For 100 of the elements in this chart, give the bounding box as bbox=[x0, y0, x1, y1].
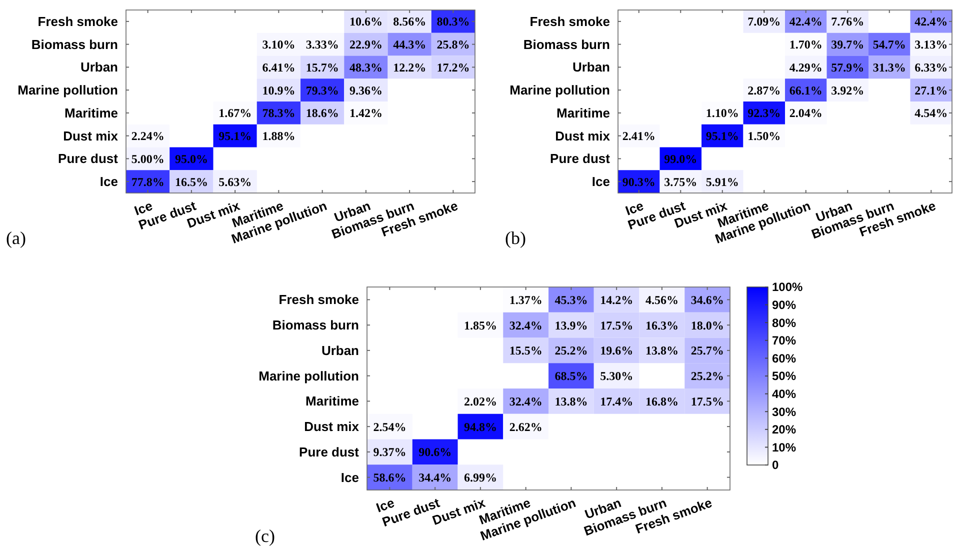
data-label: 32.4% bbox=[509, 394, 542, 408]
y-tick-label: Ice bbox=[100, 174, 118, 190]
data-label: 90.6% bbox=[418, 445, 452, 460]
y-tick-label: Fresh smoke bbox=[278, 292, 359, 308]
data-label: 17.2% bbox=[436, 60, 470, 74]
data-label: 48.3% bbox=[349, 60, 382, 74]
data-label: 13.8% bbox=[554, 394, 588, 408]
data-label: 34.4% bbox=[418, 470, 452, 485]
data-label: 2.41% bbox=[622, 129, 656, 144]
data-label: 3.75% bbox=[664, 174, 698, 189]
data-label: 1.70% bbox=[789, 38, 822, 52]
data-label: 10.9% bbox=[262, 83, 296, 98]
data-label: 5.30% bbox=[600, 369, 634, 384]
data-label: 25.7% bbox=[690, 344, 724, 358]
data-label: 66.1% bbox=[789, 83, 822, 98]
data-label: 39.7% bbox=[831, 38, 864, 52]
data-label: 92.3% bbox=[748, 106, 781, 120]
color-bar-label: 60% bbox=[772, 351, 796, 366]
y-tick-label: Marine pollution bbox=[258, 368, 360, 384]
y-tick-label: Ice bbox=[340, 470, 359, 485]
color-bar-label: 90% bbox=[772, 298, 796, 312]
y-tick-label: Ice bbox=[592, 174, 610, 190]
data-label: 94.8% bbox=[464, 420, 497, 434]
data-label: 99.0% bbox=[664, 152, 698, 166]
data-label: 3.92% bbox=[831, 83, 864, 98]
data-label: 1.42% bbox=[349, 106, 382, 120]
data-label: 79.3% bbox=[306, 83, 339, 98]
data-label: 2.24% bbox=[131, 129, 164, 144]
data-label: 1.67% bbox=[218, 106, 252, 120]
data-label: 6.99% bbox=[464, 470, 497, 485]
data-label: 15.5% bbox=[509, 344, 542, 358]
text: (b) bbox=[505, 228, 526, 248]
data-label: 7.76% bbox=[831, 14, 864, 29]
color-bar-label: 100% bbox=[772, 280, 804, 294]
color-bar-label: 40% bbox=[772, 387, 796, 401]
y-tick-label: Urban bbox=[572, 60, 610, 75]
data-label: 2.54% bbox=[373, 420, 406, 434]
data-label: 25.2% bbox=[554, 344, 588, 358]
data-label: 90.3% bbox=[622, 174, 656, 189]
data-label: 95.1% bbox=[218, 129, 252, 144]
data-label: 17.5% bbox=[600, 318, 634, 332]
y-tick-label: Urban bbox=[321, 342, 360, 358]
data-label: 45.3% bbox=[554, 292, 588, 307]
data-label: 9.37% bbox=[373, 445, 406, 460]
color-bar-label: 30% bbox=[772, 404, 796, 419]
data-label: 4.54% bbox=[914, 106, 948, 120]
data-label: 18.6% bbox=[306, 106, 339, 120]
y-tick-label: Fresh smoke bbox=[530, 14, 610, 29]
data-label: 57.9% bbox=[831, 60, 864, 74]
text: (c) bbox=[255, 526, 275, 546]
y-tick-label: Pure dust bbox=[550, 151, 611, 166]
y-tick-label: Urban bbox=[80, 60, 118, 75]
y-tick-label: Marine pollution bbox=[510, 82, 610, 98]
data-label: 5.00% bbox=[131, 152, 164, 166]
data-label: 80.3% bbox=[436, 14, 470, 29]
data-label: 42.4% bbox=[914, 14, 948, 29]
data-label: 14.2% bbox=[600, 292, 634, 307]
y-tick-label: Maritime bbox=[556, 105, 610, 120]
data-label: 16.5% bbox=[174, 174, 208, 189]
data-label: 13.9% bbox=[554, 318, 588, 332]
color-bar-label: 80% bbox=[772, 316, 796, 330]
data-label: 78.3% bbox=[262, 106, 296, 120]
x-tick-label: Ice bbox=[132, 198, 154, 218]
y-tick-label: Marine pollution bbox=[18, 82, 118, 98]
data-label: 1.50% bbox=[748, 129, 781, 144]
data-label: 22.9% bbox=[349, 38, 382, 52]
data-label: 1.85% bbox=[464, 318, 497, 332]
y-tick-label: Biomass burn bbox=[523, 36, 610, 52]
data-label: 3.33% bbox=[306, 38, 339, 52]
data-label: 12.2% bbox=[393, 60, 426, 74]
data-label: 2.62% bbox=[509, 420, 542, 434]
y-tick-label: Maritime bbox=[306, 394, 359, 409]
data-label: 6.41% bbox=[262, 60, 296, 74]
data-label: 7.09% bbox=[748, 14, 781, 29]
data-label: 54.7% bbox=[872, 38, 906, 52]
color-bar-label: 10% bbox=[772, 440, 796, 454]
data-label: 18.0% bbox=[690, 318, 724, 332]
data-label: 25.8% bbox=[436, 38, 470, 52]
data-label: 2.02% bbox=[464, 394, 497, 408]
data-label: 4.29% bbox=[789, 60, 822, 74]
x-tick-label: Ice bbox=[374, 495, 396, 516]
y-tick-label: Fresh smoke bbox=[38, 14, 118, 29]
data-label: 95.0% bbox=[174, 152, 208, 166]
data-label: 1.88% bbox=[262, 129, 296, 144]
y-tick-label: Biomass burn bbox=[31, 36, 118, 52]
y-tick-label: Dust mix bbox=[63, 128, 119, 144]
data-label: 3.10% bbox=[262, 38, 296, 52]
y-tick-label: Pure dust bbox=[58, 151, 119, 166]
data-label: 8.56% bbox=[393, 14, 426, 29]
data-label: 17.5% bbox=[690, 394, 724, 408]
data-label: 42.4% bbox=[789, 14, 822, 29]
data-label: 19.6% bbox=[600, 344, 634, 358]
text: (a) bbox=[6, 228, 26, 248]
data-label: 95.1% bbox=[706, 129, 739, 144]
data-label: 6.33% bbox=[914, 60, 948, 74]
data-label: 68.5% bbox=[554, 369, 588, 384]
y-tick-label: Biomass burn bbox=[272, 318, 360, 333]
data-label: 16.3% bbox=[645, 318, 678, 332]
color-bar-label: 20% bbox=[772, 422, 796, 437]
data-label: 3.13% bbox=[914, 38, 948, 52]
